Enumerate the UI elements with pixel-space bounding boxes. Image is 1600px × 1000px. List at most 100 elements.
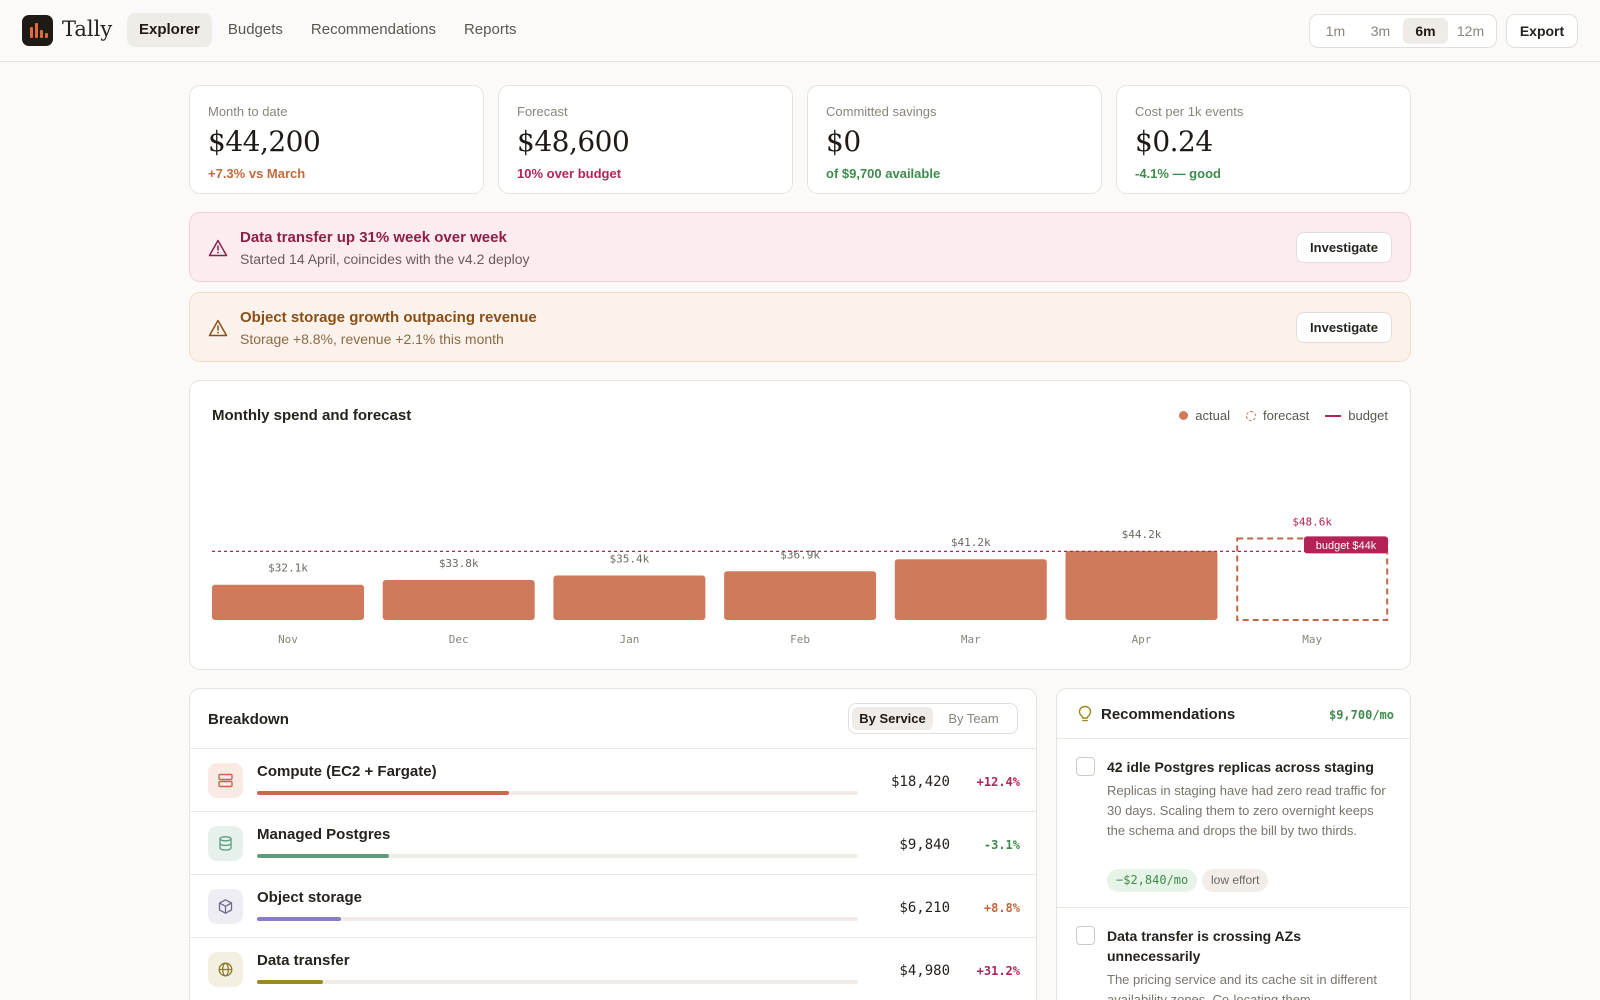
x-tick-label: Nov [278, 633, 298, 646]
share-bar-fill [257, 917, 342, 921]
bar-value-label: $48.6k [1292, 516, 1332, 529]
recommendation-title: 42 idle Postgres replicas across staging [1107, 759, 1374, 775]
service-name: Data transfer [257, 952, 350, 969]
nav-budgets[interactable]: Budgets [227, 21, 283, 38]
kpi-value: $48,600 [517, 125, 630, 158]
kpi-card-committed-savings: Committed savings $0 of $9,700 available [807, 85, 1102, 194]
service-change: +31.2% [976, 964, 1020, 978]
chart-legend: actual forecast budget [1179, 408, 1388, 423]
kpi-label: Committed savings [826, 104, 937, 119]
range-6m[interactable]: 6m [1403, 18, 1448, 44]
table-row[interactable]: Compute (EC2 + Fargate) $18,420 +12.4% [190, 748, 1036, 811]
bar-value-label: $36.9k [780, 548, 820, 561]
range-1m[interactable]: 1m [1325, 23, 1346, 39]
share-bar-fill [257, 854, 390, 858]
alert-subtitle: Started 14 April, coincides with the v4.… [240, 251, 530, 267]
table-row[interactable]: Data transfer $4,980 +31.2% [190, 937, 1036, 1000]
recommendation-checkbox[interactable] [1076, 757, 1095, 776]
nav-reports[interactable]: Reports [463, 21, 517, 38]
legend-forecast: forecast [1245, 408, 1309, 423]
lightbulb-icon [1078, 705, 1092, 722]
bar-value-label: $41.2k [951, 536, 991, 549]
savings-badge: −$2,840/mo [1107, 869, 1198, 892]
kpi-label: Forecast [517, 104, 568, 119]
range-3m[interactable]: 3m [1370, 23, 1391, 39]
bar-value-label: $44.2k [1122, 528, 1162, 541]
bar-value-label: $35.4k [610, 552, 650, 565]
recommendations-total: $9,700/mo [1328, 708, 1394, 722]
time-range-selector: 1m 3m 6m 12m [1309, 14, 1497, 48]
nav-explorer[interactable]: Explorer [127, 13, 212, 47]
bar-nov [212, 584, 364, 620]
bar-apr [1065, 550, 1218, 620]
app-brand: Tally [62, 17, 113, 41]
bar-mar [894, 559, 1047, 620]
share-bar-track [257, 980, 858, 984]
export-button[interactable]: Export [1506, 14, 1578, 48]
divider [1057, 907, 1410, 908]
bar-value-label: $32.1k [268, 562, 308, 575]
recommendation-title: Data transfer is crossing AZs unnecessar… [1107, 928, 1301, 964]
service-change: +12.4% [976, 775, 1020, 789]
service-amount: $18,420 [890, 774, 950, 790]
kpi-card-forecast: Forecast $48,600 10% over budget [498, 85, 793, 194]
service-amount: $4,980 [899, 963, 950, 979]
legend-actual: actual [1179, 408, 1230, 423]
x-tick-label: Apr [1132, 633, 1152, 646]
recommendation-description: The pricing service and its cache sit in… [1107, 972, 1378, 1000]
x-tick-label: Feb [790, 633, 810, 646]
legend-dot-icon [1179, 411, 1189, 420]
kpi-delta: +7.3% vs March [208, 166, 306, 181]
alert-object-storage: Object storage growth outpacing revenue … [189, 292, 1411, 362]
service-amount: $6,210 [899, 900, 950, 916]
table-row[interactable]: Object storage $6,210 +8.8% [190, 874, 1036, 937]
share-bar-fill [257, 980, 324, 984]
recommendation-checkbox[interactable] [1076, 926, 1095, 945]
x-tick-label: Dec [449, 633, 469, 646]
recommendation-description: Replicas in staging have had zero read t… [1107, 783, 1386, 838]
table-row[interactable]: Managed Postgres $9,840 -3.1% [190, 811, 1036, 874]
monthly-spend-chart: $32.1k Nov $33.8k Dec $35.4k Jan $36.9k Feb $41.… [189, 380, 1411, 670]
service-change: -3.1% [983, 838, 1020, 852]
toggle-by-team[interactable]: By Team [948, 711, 999, 726]
alert-data-transfer: Data transfer up 31% week over week Star… [189, 212, 1411, 282]
kpi-delta: -4.1% — good [1135, 166, 1221, 181]
warning-triangle-icon [208, 239, 228, 257]
service-amount: $9,840 [899, 837, 950, 853]
budget-badge-label: budget $44k [1316, 540, 1377, 552]
range-12m[interactable]: 12m [1456, 23, 1485, 39]
x-tick-label: Jan [619, 633, 639, 646]
breakdown-title: Breakdown [208, 711, 289, 728]
breakdown-panel: Breakdown By Service By Team Compute (EC… [189, 688, 1037, 1000]
legend-label: actual [1195, 408, 1230, 423]
investigate-button[interactable]: Investigate [1296, 232, 1392, 263]
chart-canvas: $32.1k Nov $33.8k Dec $35.4k Jan $36.9k Feb $41.… [212, 516, 1389, 646]
budget-badge [1304, 536, 1388, 554]
alert-subtitle: Storage +8.8%, revenue +2.1% this month [240, 331, 504, 347]
share-bar-fill [257, 791, 510, 795]
globe-icon [208, 952, 243, 987]
recommendations-panel: Recommendations $9,700/mo 42 idle Postgr… [1056, 688, 1411, 1000]
alert-title: Object storage growth outpacing revenue [240, 309, 537, 326]
top-bar: Tally Explorer Budgets Recommendations R… [0, 0, 1600, 62]
share-bar-track [257, 791, 858, 795]
x-tick-label: May [1302, 633, 1322, 646]
recommendations-header: Recommendations $9,700/mo [1057, 689, 1410, 739]
service-change: +8.8% [983, 901, 1020, 915]
x-tick-label: Mar [961, 633, 981, 646]
alert-title: Data transfer up 31% week over week [240, 229, 507, 246]
legend-budget: budget [1325, 408, 1388, 423]
legend-ring-icon [1245, 410, 1256, 421]
server-icon [208, 763, 243, 798]
investigate-button[interactable]: Investigate [1296, 312, 1392, 343]
kpi-label: Month to date [208, 104, 288, 119]
kpi-card-month-to-date: Month to date $44,200 +7.3% vs March [189, 85, 484, 194]
service-name: Compute (EC2 + Fargate) [257, 763, 437, 780]
kpi-label: Cost per 1k events [1135, 104, 1244, 119]
toggle-by-service[interactable]: By Service [852, 707, 933, 730]
nav-recommendations[interactable]: Recommendations [310, 21, 436, 38]
kpi-delta: of $9,700 available [826, 166, 941, 181]
share-bar-track [257, 854, 858, 858]
app-logo-icon[interactable] [22, 15, 53, 46]
warning-triangle-icon [208, 319, 228, 337]
